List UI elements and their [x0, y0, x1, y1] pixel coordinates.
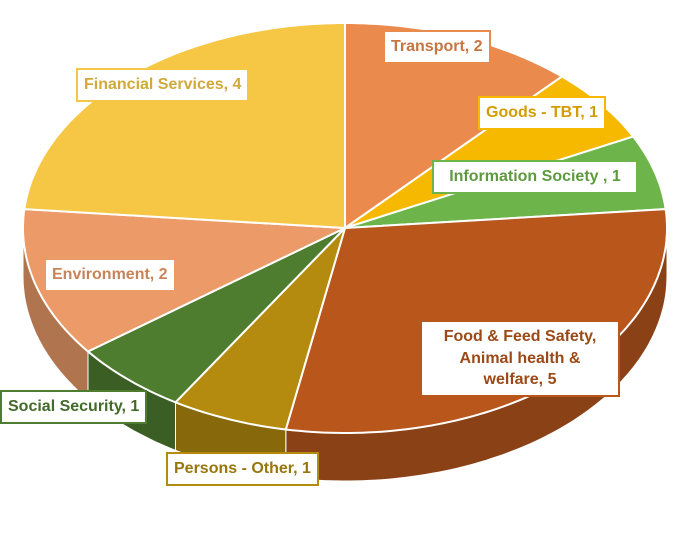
data-label: Financial Services, 4	[76, 68, 250, 102]
data-label: Persons - Other, 1	[166, 452, 319, 486]
slice	[22, 208, 349, 353]
slice	[86, 227, 346, 404]
data-label: Social Security, 1	[0, 390, 148, 424]
data-label: Food & Feed Safety, Animal health & welf…	[420, 320, 620, 397]
data-label: Transport, 2	[383, 30, 491, 64]
slice	[23, 22, 346, 230]
slice	[173, 227, 346, 431]
data-label: Goods - TBT, 1	[478, 96, 606, 130]
data-label: Environment, 2	[44, 258, 176, 292]
data-label: Information Society , 1	[432, 160, 638, 194]
